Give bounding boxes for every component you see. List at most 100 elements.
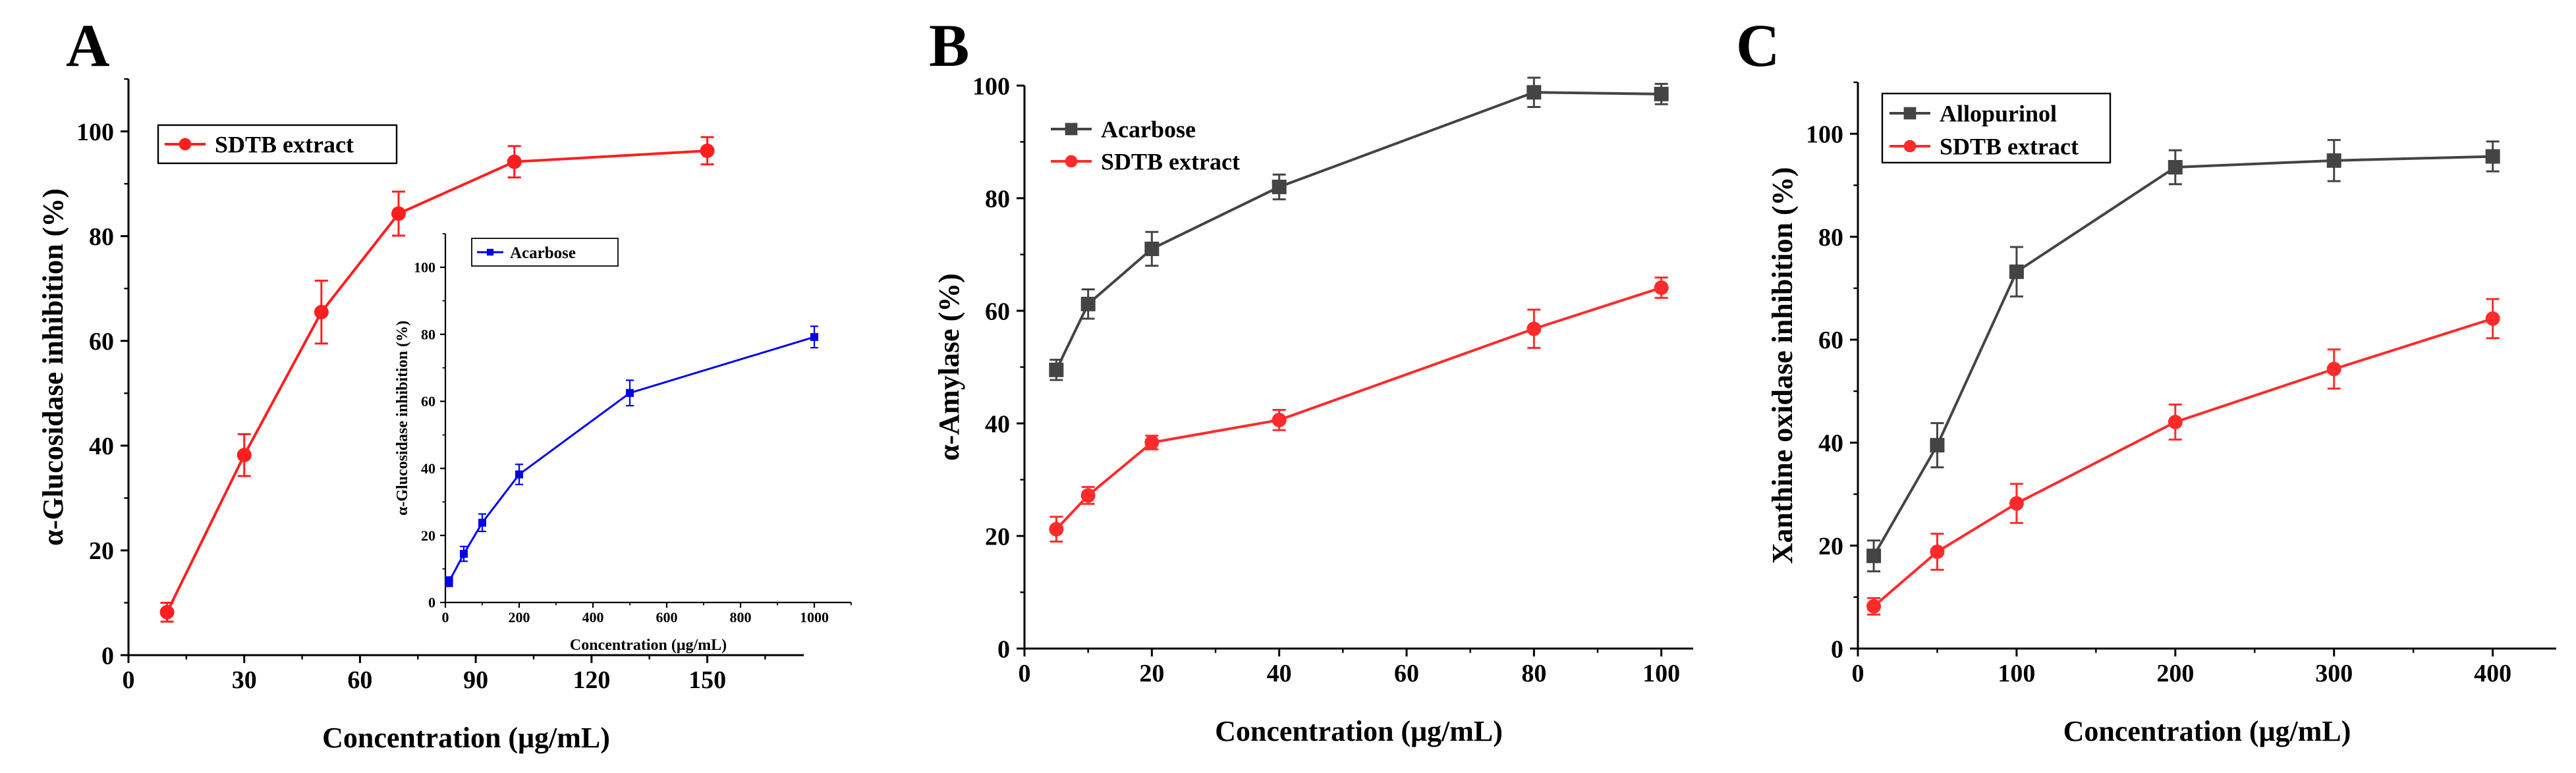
panel-c-y-axis-title: Xanthine oxidase inhibition (%): [1766, 167, 1799, 564]
panel-a-x-tick-label: 30: [232, 666, 257, 694]
panel-a-y-tick-label: 40: [89, 433, 114, 460]
panel-a-inset-x-tick-label: 1000: [800, 609, 829, 626]
panel-a-inset-x-tick-label: 0: [442, 609, 449, 626]
panel-b-data-point: [1049, 362, 1064, 377]
panel-c-panel: 0 100 200 300 400 0 20 40 60 80 100 Concentration (…: [1736, 12, 2556, 747]
panel-c-data-point: [2326, 361, 2341, 377]
panel-b-legend-swatch-marker: [1065, 155, 1078, 168]
panel-b-legend-label: Acarbose: [1101, 117, 1196, 143]
panel-c-x-tick-label: 400: [2474, 660, 2511, 687]
panel-c-data-point: [2485, 311, 2500, 326]
panel-b-data-point: [1654, 280, 1669, 295]
panel-a-x-tick-label: 90: [463, 666, 488, 694]
panel-b-series-1: [1049, 277, 1669, 543]
panel-a-series-0: [159, 136, 715, 623]
panel-a-inset-data-point: [515, 470, 523, 479]
panel-a-inset-panel: 0 200 400 600 800 1000 0 20 40 60 80 100 Concentrati…: [394, 233, 852, 654]
panel-c-legend: Allopurinol SDTB extract: [1881, 92, 2112, 164]
panel-b-data-point: [1144, 435, 1160, 450]
panel-a-inset-legend-swatch-marker: [486, 248, 494, 256]
panel-c-legend-label: SDTB extract: [1940, 134, 2079, 160]
panel-c-x-tick-label: 300: [2315, 660, 2353, 687]
panel-a-data-point: [237, 448, 252, 463]
panel-b-series-line: [1055, 286, 1662, 531]
panel-a-inset-x-tick-label: 800: [730, 609, 752, 626]
panel-c-x-axis-title: Concentration (μg/mL): [2063, 715, 2351, 747]
panel-c-legend-box: [1881, 92, 2112, 164]
panel-c-panel-letter: C: [1736, 12, 1779, 79]
panel-c-data-point: [2009, 264, 2024, 279]
panel-a-legend-label: SDTB extract: [215, 132, 354, 158]
panel-a-y-tick-label: 0: [101, 642, 114, 670]
panel-a-inset-y-tick-label: 60: [421, 393, 435, 410]
panel-c-data-point: [1866, 548, 1882, 564]
panel-c-data-point: [2168, 415, 2183, 429]
panel-a-series-line: [165, 149, 708, 613]
panel-a-data-point: [314, 304, 329, 319]
panel-b-x-axis-title: Concentration (μg/mL): [1215, 715, 1503, 747]
panel-a-y-axis-title: α-Glucosidase inhibition (%): [37, 188, 69, 546]
panel-c-data-point: [2485, 149, 2500, 164]
panel-a-inset-data-point: [626, 388, 634, 397]
panel-c-series-0: [1866, 139, 2500, 573]
panel-b-y-tick-label: 0: [997, 635, 1010, 663]
panel-c-legend-label: Allopurinol: [1940, 101, 2057, 127]
panel-a-data-point: [700, 143, 715, 158]
panel-a-inset-data-point: [478, 518, 486, 527]
panel-b-x-tick-label: 0: [1019, 660, 1031, 687]
panel-a-inset-x-tick-label: 600: [656, 609, 678, 626]
panel-c-x-tick-label: 200: [2156, 660, 2194, 687]
panel-a-inset-legend-box: [471, 238, 619, 267]
panel-a-inset-data-point: [810, 333, 818, 341]
panel-b-y-tick-label: 60: [985, 298, 1010, 325]
panel-c-y-tick-label: 60: [1818, 327, 1843, 354]
panel-c-data-point: [2168, 160, 2183, 174]
panel-a-inset-x-tick-label: 400: [582, 609, 604, 626]
panel-b-y-tick-label: 40: [985, 410, 1010, 438]
panel-a-legend: SDTB extract: [157, 124, 398, 165]
panel-c-data-point: [2326, 153, 2341, 168]
panel-b-data-point: [1272, 412, 1287, 427]
panel-b-panel: 0 20 40 60 80 100 0 20 40 60 80 100 Concentration (μ…: [929, 12, 1693, 747]
panel-b-data-point: [1526, 85, 1542, 100]
panel-b-panel-letter: B: [929, 12, 969, 79]
panel-b-y-axis-title: α-Amylase (%): [933, 273, 965, 461]
panel-a-y-tick-label: 80: [89, 223, 114, 251]
panel-c-data-point: [2009, 496, 2024, 511]
panel-c-series-line: [1872, 317, 2494, 608]
panel-b-data-point: [1144, 241, 1160, 256]
panel-b-series-0: [1049, 76, 1669, 381]
panel-a-y-tick-label: 100: [76, 119, 114, 146]
panel-b-series-line: [1055, 91, 1662, 371]
panel-b-x-tick-label: 100: [1642, 660, 1680, 687]
panel-b-data-point: [1526, 321, 1542, 336]
panel-a-inset-y-axis-title: α-Glucosidase inhibition (%): [394, 321, 411, 516]
panel-b-x-tick-label: 80: [1521, 660, 1546, 687]
panel-b-data-point: [1654, 86, 1669, 101]
panel-b-data-point: [1049, 521, 1064, 537]
panel-c-data-point: [1930, 545, 1945, 560]
panel-a-inset-x-tick-label: 200: [509, 609, 530, 626]
panel-c-y-tick-label: 80: [1818, 224, 1843, 252]
panel-a-x-tick-label: 150: [688, 666, 726, 694]
panel-a-inset-data-point: [460, 550, 468, 558]
panel-a-inset-y-tick-label: 100: [414, 259, 435, 276]
panel-b-data-point: [1080, 296, 1096, 311]
panel-a-data-point: [391, 206, 406, 221]
panel-a-x-axis-title: Concentration (μg/mL): [322, 722, 610, 754]
panel-a-inset-y-tick-label: 0: [428, 595, 435, 611]
panel-c-data-point: [1866, 599, 1882, 614]
panel-c-y-tick-label: 100: [1806, 120, 1843, 148]
panel-a-inset-y-tick-label: 40: [421, 460, 435, 477]
panel-c-legend-swatch-marker: [1903, 107, 1917, 120]
panel-a-inset-y-tick-label: 80: [421, 326, 435, 342]
panel-a-panel-letter: A: [66, 12, 109, 79]
panel-b-legend-swatch-marker: [1065, 122, 1078, 136]
panel-c-series-1: [1866, 298, 2500, 616]
panel-c-x-tick-label: 100: [1998, 660, 2035, 687]
panel-a-legend-swatch-marker: [179, 138, 192, 151]
panel-c-data-point: [1930, 438, 1945, 453]
panel-c-x-tick-label: 0: [1852, 660, 1864, 687]
panel-b-data-point: [1080, 488, 1096, 503]
